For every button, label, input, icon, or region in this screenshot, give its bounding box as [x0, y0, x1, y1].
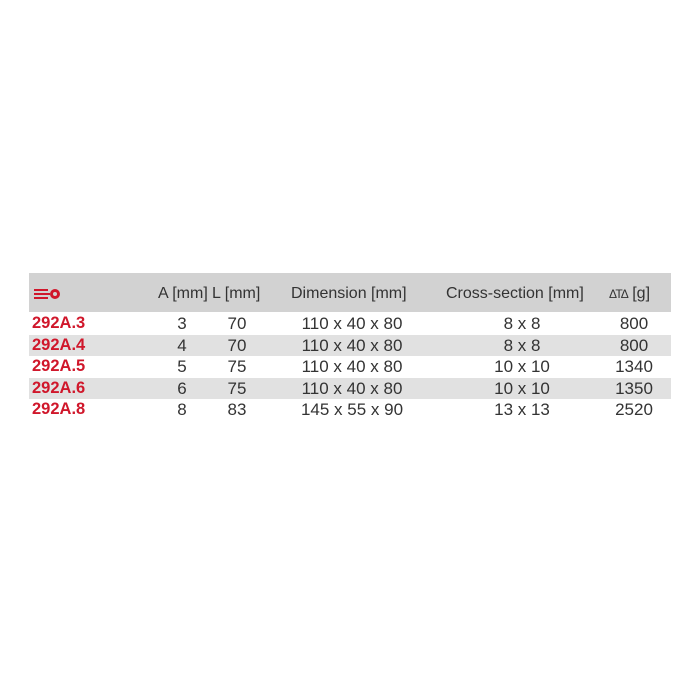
cell-a: 8 — [177, 400, 187, 419]
cell-l: 83 — [227, 400, 247, 419]
cell-dimension: 110 x 40 x 80 — [301, 357, 403, 376]
cell-l: 75 — [227, 357, 247, 376]
header-l: L [mm] — [212, 285, 261, 302]
product-code: 292A.3 — [32, 314, 86, 332]
cell-cross: 10 x 10 — [494, 378, 550, 398]
cell-weight: 1340 — [615, 357, 653, 376]
cell-l: 75 — [227, 378, 247, 398]
cell-a: 3 — [177, 314, 187, 333]
header-weight: ΔΤΔ [g] — [609, 285, 650, 303]
cell-dimension: 145 x 55 x 90 — [300, 400, 404, 419]
table-row: 292A.8 8 83 145 x 55 x 90 13 x 13 2520 — [29, 399, 671, 421]
product-code: 292A.5 — [32, 357, 86, 375]
cell-a: 4 — [177, 335, 187, 355]
table-row: 292A.6 6 75 110 x 40 x 80 10 x 10 1350 — [29, 377, 671, 399]
cell-weight: 800 — [619, 335, 649, 355]
header-cross-section: Cross-section [mm] — [446, 285, 584, 302]
cell-weight: 2520 — [615, 400, 653, 419]
cell-l: 70 — [227, 335, 247, 355]
cell-a: 6 — [177, 378, 187, 398]
cell-cross: 10 x 10 — [494, 357, 550, 376]
cell-cross: 8 x 8 — [503, 314, 541, 333]
cell-l: 70 — [227, 314, 247, 333]
table-row: 292A.4 4 70 110 x 40 x 80 8 x 8 800 — [29, 334, 671, 356]
cell-a: 5 — [177, 357, 187, 376]
product-code: 292A.6 — [32, 378, 86, 397]
cell-dimension: 110 x 40 x 80 — [301, 314, 403, 333]
cell-cross: 13 x 13 — [494, 400, 550, 419]
cell-dimension: 110 x 40 x 80 — [301, 335, 403, 355]
table-row: 292A.3 3 70 110 x 40 x 80 8 x 8 800 — [29, 313, 671, 335]
table-row: 292A.5 5 75 110 x 40 x 80 10 x 10 1340 — [29, 356, 671, 378]
weight-scale-icon: ΔΤΔ — [609, 287, 629, 301]
header-a: A [mm] — [158, 285, 208, 302]
cell-weight: 800 — [619, 314, 649, 333]
header-dimension: Dimension [mm] — [291, 285, 407, 302]
weight-unit: [g] — [632, 285, 651, 302]
cell-dimension: 110 x 40 x 80 — [301, 378, 403, 398]
cell-cross: 8 x 8 — [503, 335, 541, 355]
cell-weight: 1350 — [615, 378, 653, 398]
product-code: 292A.8 — [32, 400, 86, 418]
product-code: 292A.4 — [32, 335, 86, 354]
wrench-logo-icon — [34, 289, 60, 299]
table-header: A [mm] L [mm] Dimension [mm] Cross-secti… — [29, 273, 671, 312]
